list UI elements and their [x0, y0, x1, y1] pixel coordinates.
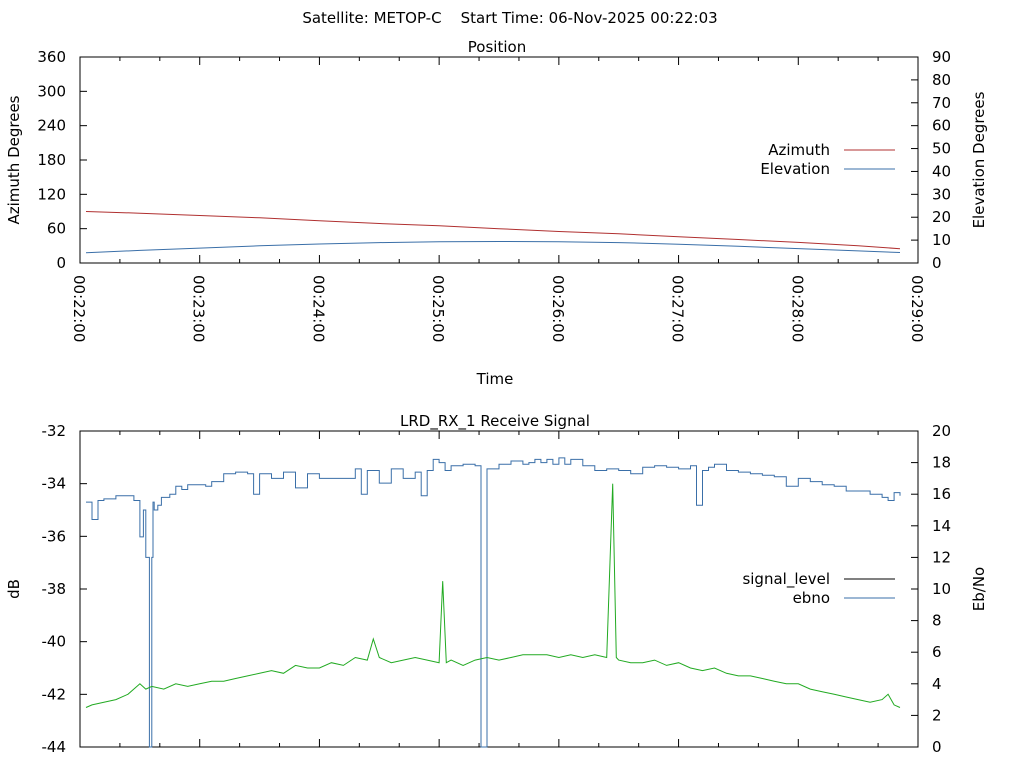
- position-y2-tick-label: 80: [932, 71, 951, 89]
- position-y2-tick-label: 90: [932, 48, 951, 66]
- position-y2-tick-label: 60: [932, 117, 951, 135]
- position-y-tick-label: 0: [56, 254, 66, 272]
- position-y-axis-label: Azimuth Degrees: [5, 95, 23, 224]
- signal-series-line-ebno: [86, 457, 901, 748]
- position-y-tick-label: 180: [37, 151, 66, 169]
- position-x-tick-label: 00:29:00: [908, 275, 926, 342]
- position-chart: Position 0 60 120 180 240 300 360 0 10 20 30 40 50 6…: [5, 38, 988, 388]
- position-legend-label: Elevation: [760, 160, 830, 178]
- signal-y2-tick-label: 4: [932, 675, 942, 693]
- signal-chart-title: LRD_RX_1 Receive Signal: [400, 412, 590, 431]
- signal-y-tick-label: -38: [42, 580, 67, 598]
- position-y-tick-label: 120: [37, 185, 66, 203]
- position-y2-tick-label: 30: [932, 185, 951, 203]
- position-y-tick-label: 60: [47, 220, 66, 238]
- signal-y2-tick-label: 0: [932, 738, 942, 756]
- signal-y2-axis-label: Eb/No: [970, 567, 988, 611]
- position-y2-tick-label: 10: [932, 231, 951, 249]
- signal-y-tick-label: -34: [42, 475, 67, 493]
- header-text: Satellite: METOP-C Start Time: 06-Nov-20…: [302, 9, 717, 27]
- position-y2-tick-label: 50: [932, 140, 951, 158]
- signal-y-tick-label: -44: [42, 738, 67, 756]
- signal-y-tick-label: -36: [42, 527, 67, 545]
- signal-y2-tick-label: 2: [932, 706, 942, 724]
- signal-y2-tick-label: 10: [932, 580, 951, 598]
- position-x-tick-label: 00:24:00: [309, 275, 327, 342]
- position-chart-title: Position: [468, 38, 526, 56]
- signal-y2-tick-label: 16: [932, 485, 951, 503]
- position-y-tick-label: 240: [37, 117, 66, 135]
- signal-y-tick-label: -42: [42, 685, 67, 703]
- signal-x-axis: [79, 431, 919, 747]
- signal-y2-tick-label: 8: [932, 612, 942, 630]
- signal-series-line-unlabeled: [85, 483, 901, 708]
- position-y2-tick-label: 20: [932, 208, 951, 226]
- signal-y2-tick-label: 20: [932, 422, 951, 440]
- signal-chart: LRD_RX_1 Receive Signal -44-42-40-38-36-…: [5, 412, 988, 756]
- position-y2-axis-label: Elevation Degrees: [970, 91, 988, 228]
- signal-legend-label: ebno: [793, 589, 830, 607]
- signal-legend-label: signal_level: [742, 570, 830, 589]
- position-x-tick-label: 00:26:00: [549, 275, 567, 342]
- position-x-axis: 00:22:00 00:23:00 00:24:00 00:25:00 00:26:00…: [70, 57, 926, 342]
- position-x-tick-label: 00:28:00: [788, 275, 806, 342]
- position-y2-tick-label: 0: [932, 254, 942, 272]
- position-series-line-elevation: [85, 240, 901, 254]
- signal-y-axis: -44 -42 -40 -38 -36 -34 -32: [42, 422, 87, 756]
- position-y2-tick-label: 70: [932, 94, 951, 112]
- signal-y2-tick-label: 12: [932, 548, 951, 566]
- position-series: [85, 211, 901, 254]
- position-x-axis-label: Time: [476, 370, 514, 388]
- position-y2-axis: 0 10 20 30 40 50 60 70 80 90: [911, 48, 951, 272]
- position-y2-tick-label: 40: [932, 162, 951, 180]
- signal-y-axis-label: dB: [5, 579, 23, 599]
- position-x-tick-label: 00:22:00: [70, 275, 88, 342]
- signal-y2-tick-label: 18: [932, 454, 951, 472]
- position-legend-label: Azimuth: [768, 141, 830, 159]
- signal-y2-axis: 0 2 4 6 8 10 12 14 16 18 20: [911, 422, 951, 756]
- position-y-tick-label: 300: [37, 82, 66, 100]
- signal-y-tick-label: -32: [42, 422, 67, 440]
- position-y-tick-label: 360: [37, 48, 66, 66]
- signal-y2-tick-label: 6: [932, 643, 942, 661]
- position-y-axis: 0 60 120 180 240 300 360: [37, 48, 87, 272]
- position-series-line-azimuth: [85, 211, 901, 250]
- signal-y2-tick-label: 14: [932, 517, 951, 535]
- position-x-tick-label: 00:25:00: [429, 275, 447, 342]
- position-x-tick-label: 00:27:00: [669, 275, 687, 342]
- position-x-tick-label: 00:23:00: [190, 275, 208, 342]
- signal-series: [85, 457, 901, 748]
- signal-y-tick-label: -40: [42, 633, 67, 651]
